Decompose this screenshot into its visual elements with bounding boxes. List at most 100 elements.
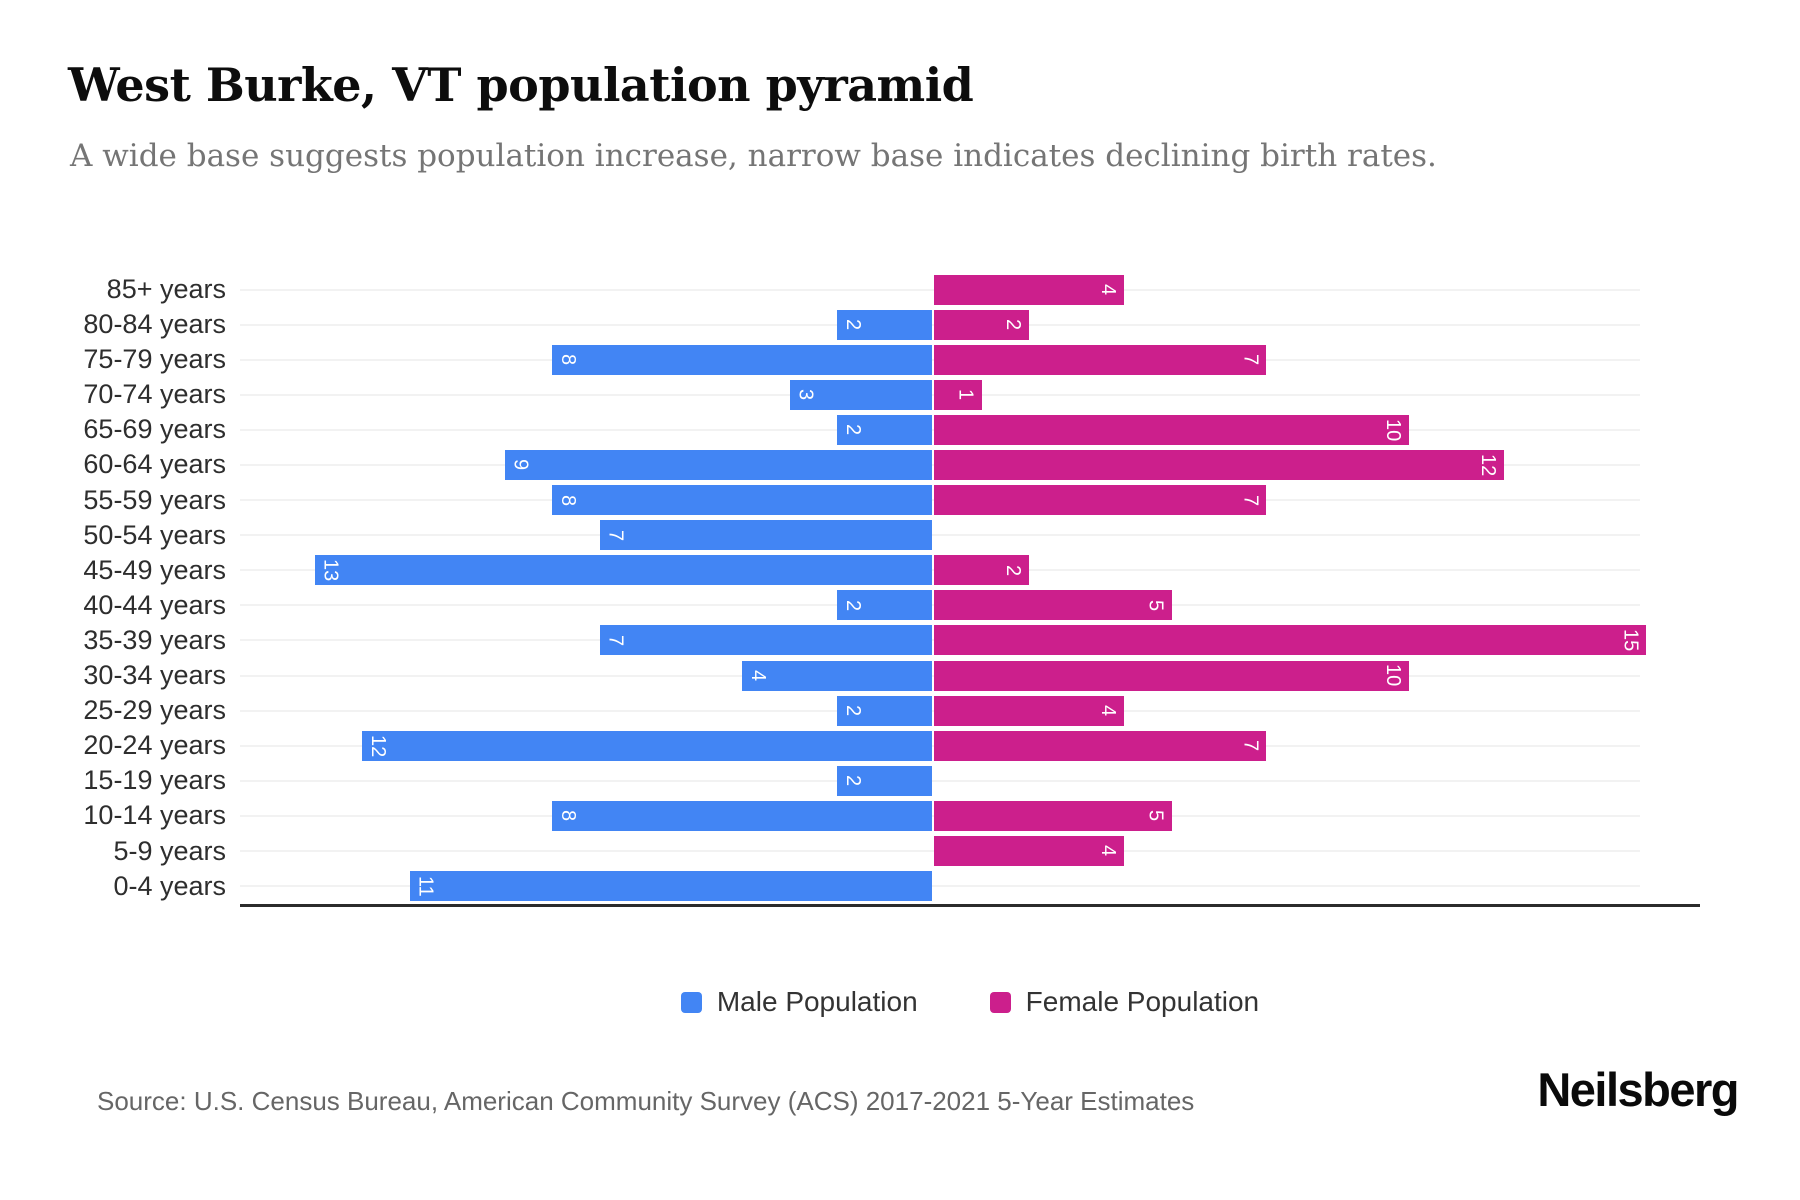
source-attribution: Source: U.S. Census Bureau, American Com… — [97, 1086, 1195, 1116]
age-group-label: 20-24 years — [83, 730, 226, 761]
male-bar-value: 9 — [509, 459, 532, 471]
pyramid-row: 25-29 years 2 4 — [0, 693, 1800, 728]
male-bar: 7 — [599, 625, 933, 656]
age-group-label: 55-59 years — [83, 484, 226, 515]
male-bar: 2 — [837, 590, 933, 621]
male-bar: 13 — [314, 555, 933, 586]
pyramid-plot-area: 85+ years 4 80-84 years 2 2 75-79 years 8 7 70-7… — [0, 272, 1800, 904]
male-bar-value: 8 — [557, 810, 580, 822]
female-bar-value: 1 — [954, 389, 977, 401]
female-bar: 7 — [934, 485, 1267, 516]
female-bar-value: 4 — [1097, 283, 1119, 296]
male-bar: 3 — [789, 379, 933, 410]
row-plot-cell: 11 — [240, 869, 1700, 904]
female-bar: 4 — [934, 274, 1124, 305]
female-bar-value: 7 — [1239, 494, 1262, 506]
pyramid-row: 65-69 years 2 10 — [0, 412, 1800, 447]
pyramid-row: 40-44 years 2 5 — [0, 588, 1800, 623]
pyramid-row: 5-9 years 4 — [0, 834, 1800, 869]
male-bar-value: 4 — [747, 670, 770, 682]
male-bar: 2 — [837, 414, 933, 445]
row-plot-cell: 9 12 — [240, 447, 1700, 482]
pyramid-row: 45-49 years 13 2 — [0, 553, 1800, 588]
pyramid-row: 35-39 years 7 15 — [0, 623, 1800, 658]
male-bar-value: 2 — [842, 424, 865, 436]
pyramid-row: 55-59 years 8 7 — [0, 483, 1800, 518]
age-group-label: 60-64 years — [83, 449, 226, 480]
pyramid-row: 60-64 years 9 12 — [0, 447, 1800, 482]
male-bar-value: 2 — [842, 319, 865, 331]
male-bar-value: 8 — [557, 354, 580, 366]
row-plot-cell: 7 15 — [240, 623, 1700, 658]
age-group-label: 5-9 years — [113, 835, 226, 866]
female-bar: 5 — [934, 800, 1172, 831]
male-legend-label: Male Population — [716, 986, 918, 1017]
pyramid-row: 85+ years 4 — [0, 272, 1800, 307]
female-bar: 2 — [934, 309, 1030, 340]
pyramid-row: 80-84 years 2 2 — [0, 307, 1800, 342]
female-bar-value: 7 — [1239, 354, 1262, 366]
male-legend-swatch-icon — [680, 991, 702, 1013]
female-bar: 4 — [934, 836, 1124, 867]
male-bar-value: 2 — [842, 705, 865, 717]
age-group-label: 0-4 years — [113, 870, 226, 901]
female-bar-value: 10 — [1381, 664, 1404, 687]
age-group-label: 85+ years — [106, 274, 226, 304]
male-bar: 9 — [504, 450, 933, 481]
age-group-label: 25-29 years — [83, 695, 226, 726]
chart-legend: Male Population Female Population — [240, 986, 1700, 1018]
female-bar-value: 7 — [1239, 740, 1262, 752]
row-plot-cell: 2 — [240, 763, 1700, 798]
row-plot-cell: 13 2 — [240, 553, 1700, 588]
male-bar: 11 — [409, 871, 933, 902]
age-group-label: 50-54 years — [83, 519, 226, 550]
female-bar: 12 — [934, 450, 1504, 481]
male-bar: 8 — [552, 800, 933, 831]
male-bar-value: 7 — [604, 634, 627, 647]
pyramid-row: 30-34 years 4 10 — [0, 658, 1800, 693]
male-bar-value: 11 — [414, 875, 437, 897]
female-bar: 7 — [934, 344, 1267, 375]
male-bar-value: 13 — [319, 559, 342, 582]
age-group-label: 15-19 years — [83, 765, 226, 796]
chart-subtitle: A wide base suggests population increase… — [70, 138, 1437, 174]
legend-item-male[interactable]: Male Population — [680, 986, 918, 1018]
row-plot-cell: 4 10 — [240, 658, 1700, 693]
female-bar: 1 — [934, 379, 982, 410]
row-gridline — [240, 534, 1640, 537]
age-group-label: 30-34 years — [83, 660, 226, 691]
female-bar: 15 — [934, 625, 1647, 656]
pyramid-row: 10-14 years 8 5 — [0, 798, 1800, 833]
female-legend-swatch-icon — [989, 991, 1011, 1013]
male-bar: 2 — [837, 695, 933, 726]
male-bar-value: 8 — [557, 494, 580, 506]
female-bar-value: 4 — [1097, 705, 1119, 717]
male-bar: 2 — [837, 765, 933, 796]
male-bar: 8 — [552, 344, 933, 375]
female-bar-value: 2 — [1002, 564, 1025, 576]
male-bar-value: 2 — [842, 775, 865, 787]
female-bar-value: 5 — [1144, 810, 1167, 822]
pyramid-row: 0-4 years 11 — [0, 869, 1800, 904]
female-bar: 10 — [934, 414, 1409, 445]
male-bar-value: 2 — [842, 599, 865, 611]
female-bar: 2 — [934, 555, 1030, 586]
pyramid-row: 70-74 years 3 1 — [0, 377, 1800, 412]
row-gridline — [240, 885, 1640, 888]
row-plot-cell: 4 — [240, 834, 1700, 869]
female-bar: 7 — [934, 730, 1267, 761]
female-bar-value: 10 — [1381, 418, 1404, 442]
female-legend-label: Female Population — [1025, 986, 1260, 1017]
age-group-label: 40-44 years — [83, 589, 226, 620]
age-group-label: 80-84 years — [83, 309, 226, 340]
female-bar: 10 — [934, 660, 1409, 691]
legend-item-female[interactable]: Female Population — [989, 986, 1260, 1018]
female-bar: 5 — [934, 590, 1172, 621]
age-group-label: 45-49 years — [83, 554, 226, 585]
male-bar: 7 — [599, 520, 933, 551]
male-bar-value: 3 — [794, 389, 817, 401]
